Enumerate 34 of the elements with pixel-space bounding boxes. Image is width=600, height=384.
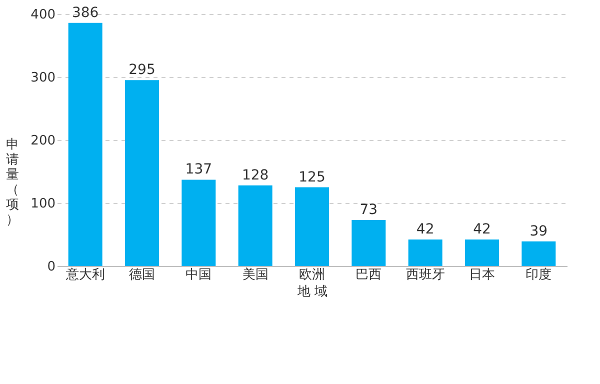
y-tick-label: 200 <box>30 134 56 148</box>
bar <box>352 220 386 266</box>
x-tick-label: 欧洲 <box>299 268 325 282</box>
x-tick-label: 德国 <box>129 268 155 282</box>
data-label: 386 <box>72 4 99 21</box>
data-label: 73 <box>360 202 378 218</box>
data-label: 137 <box>185 162 212 178</box>
data-label: 125 <box>298 169 326 186</box>
bar <box>465 240 499 266</box>
data-label: 295 <box>128 62 156 78</box>
x-tick-label: 美国 <box>242 266 268 282</box>
bar <box>125 80 159 266</box>
bar <box>295 187 329 266</box>
data-label: 39 <box>530 223 548 240</box>
x-tick-label: 巴西 <box>356 268 382 282</box>
data-label: 42 <box>416 222 434 238</box>
x-tick-label: 日本 <box>469 268 495 282</box>
bar <box>522 241 556 266</box>
x-tick-label: 印度 <box>526 266 552 282</box>
bar <box>68 22 102 266</box>
x-tick-label: 西班牙 <box>406 268 445 282</box>
x-axis-title: 地 域 <box>296 284 328 300</box>
data-label: 128 <box>242 167 269 184</box>
data-label: 42 <box>473 222 491 238</box>
bar <box>238 185 272 266</box>
y-tick-label: 0 <box>47 260 56 274</box>
x-tick-label: 意大利 <box>64 268 105 282</box>
y-tick-label: 400 <box>30 8 56 22</box>
bar <box>408 240 442 266</box>
bar <box>182 180 216 266</box>
y-axis-title: 申请量（项） <box>6 138 19 228</box>
x-tick-label: 中国 <box>186 268 212 282</box>
y-tick-label: 100 <box>30 196 56 212</box>
y-tick-label: 300 <box>30 70 56 86</box>
